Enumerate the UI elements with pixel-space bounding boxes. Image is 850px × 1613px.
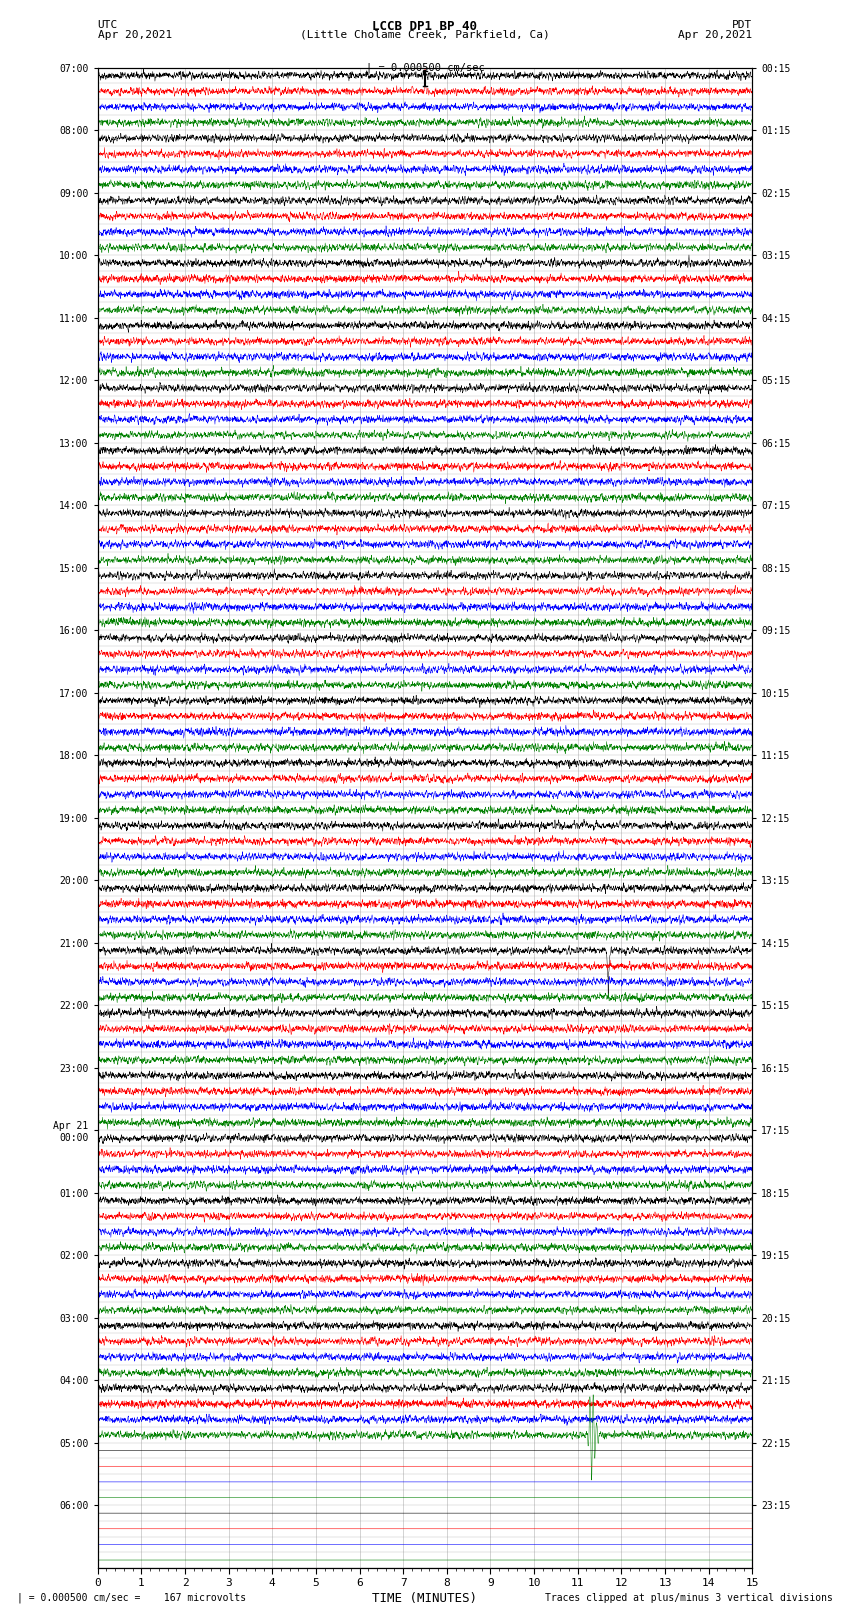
Text: | = 0.000500 cm/sec: | = 0.000500 cm/sec [366, 63, 484, 73]
X-axis label: TIME (MINUTES): TIME (MINUTES) [372, 1592, 478, 1605]
Text: Apr 20,2021: Apr 20,2021 [98, 31, 172, 40]
Text: UTC: UTC [98, 19, 118, 31]
Text: (Little Cholame Creek, Parkfield, Ca): (Little Cholame Creek, Parkfield, Ca) [300, 31, 550, 40]
Text: Apr 20,2021: Apr 20,2021 [678, 31, 752, 40]
Text: LCCB DP1 BP 40: LCCB DP1 BP 40 [372, 19, 478, 34]
Text: Traces clipped at plus/minus 3 vertical divisions: Traces clipped at plus/minus 3 vertical … [545, 1592, 833, 1603]
Text: | = 0.000500 cm/sec =    167 microvolts: | = 0.000500 cm/sec = 167 microvolts [17, 1592, 246, 1603]
Text: PDT: PDT [732, 19, 752, 31]
